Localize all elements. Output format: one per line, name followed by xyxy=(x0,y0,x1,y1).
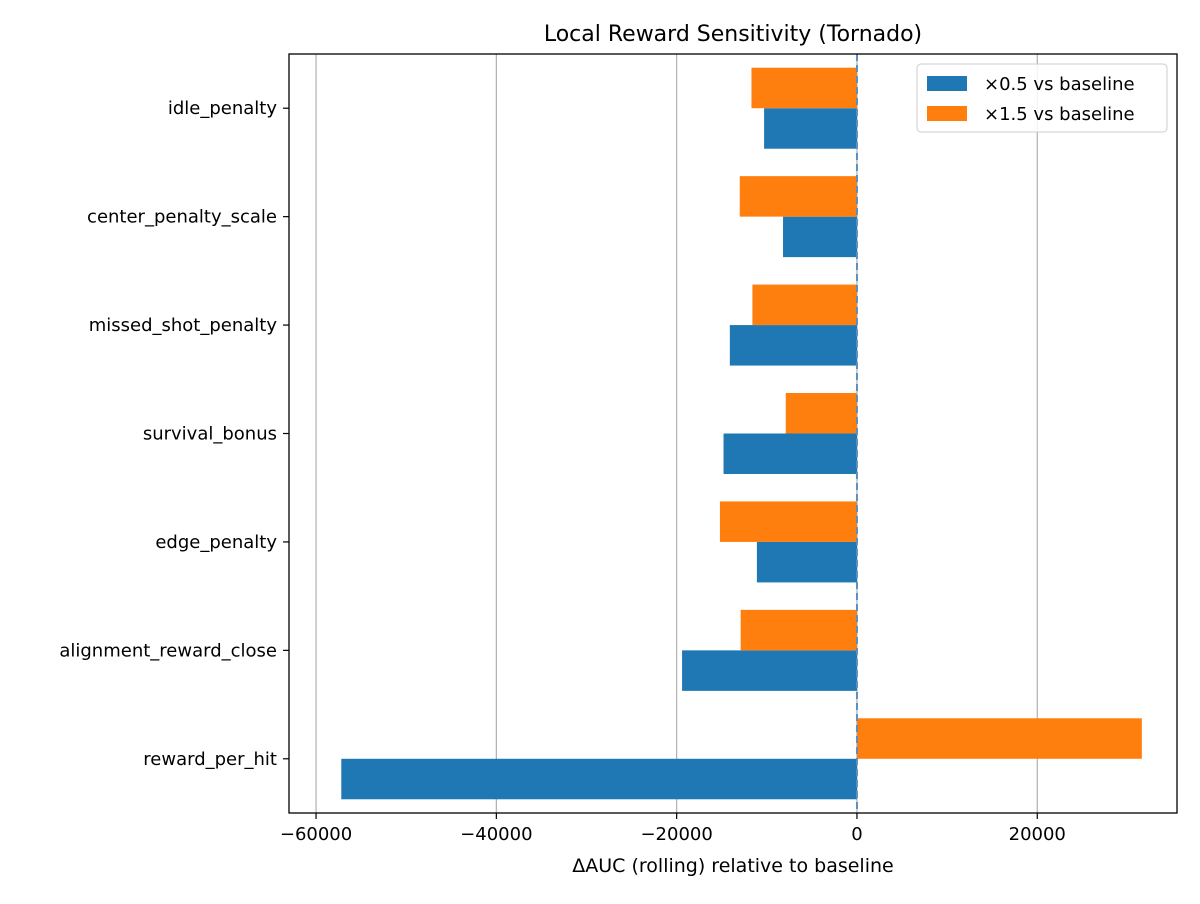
y-tick-label: alignment_reward_close xyxy=(59,640,277,661)
legend-label: ×1.5 vs baseline xyxy=(984,104,1135,125)
bar-x0_5-edge_penalty xyxy=(756,541,857,583)
legend-box xyxy=(916,63,1168,133)
bar-x1_5-survival_bonus xyxy=(785,393,857,434)
bar-x0_5-idle_penalty xyxy=(764,108,857,149)
bar-x1_5-alignment_reward_close xyxy=(740,609,857,651)
legend-label: ×0.5 vs baseline xyxy=(984,74,1135,95)
bar-x0_5-survival_bonus xyxy=(723,433,857,474)
y-tick-label: edge_penalty xyxy=(155,532,277,553)
x-tick-label: −40000 xyxy=(460,824,532,845)
bar-x0_5-center_penalty_scale xyxy=(783,216,857,258)
bar-x0_5-alignment_reward_close xyxy=(682,650,857,691)
x-tick-label: 0 xyxy=(851,824,862,845)
bars xyxy=(341,67,1142,800)
tick-labels: −60000 −40000 −20000 0 20000 idle_penaltycent… xyxy=(59,98,1066,845)
legend-swatch xyxy=(927,106,967,121)
x-axis-label: ΔAUC (rolling) relative to baseline xyxy=(572,855,893,877)
y-tick-label: idle_penalty xyxy=(168,98,277,119)
bar-x1_5-edge_penalty xyxy=(719,501,857,542)
x-tick-label: −60000 xyxy=(280,824,352,845)
bar-x1_5-missed_shot_penalty xyxy=(752,284,857,326)
bar-x0_5-reward_per_hit xyxy=(341,758,857,800)
bar-x1_5-center_penalty_scale xyxy=(739,176,857,217)
x-gridlines xyxy=(315,54,1038,813)
chart-title: Local Reward Sensitivity (Tornado) xyxy=(544,22,922,47)
axes xyxy=(283,53,1178,819)
bar-x1_5-reward_per_hit xyxy=(856,718,1142,759)
legend: ×0.5 vs baseline ×1.5 vs baseline xyxy=(916,63,1168,133)
x-tick-label: 20000 xyxy=(1009,824,1066,845)
bar-x1_5-idle_penalty xyxy=(751,67,857,109)
y-tick-label: reward_per_hit xyxy=(143,749,277,770)
x-tick-label: −20000 xyxy=(640,824,712,845)
y-tick-label: survival_bonus xyxy=(143,424,277,445)
y-tick-label: center_penalty_scale xyxy=(87,207,277,228)
y-tick-label: missed_shot_penalty xyxy=(89,315,278,336)
bar-x0_5-missed_shot_penalty xyxy=(729,325,857,366)
legend-swatch xyxy=(927,76,967,91)
